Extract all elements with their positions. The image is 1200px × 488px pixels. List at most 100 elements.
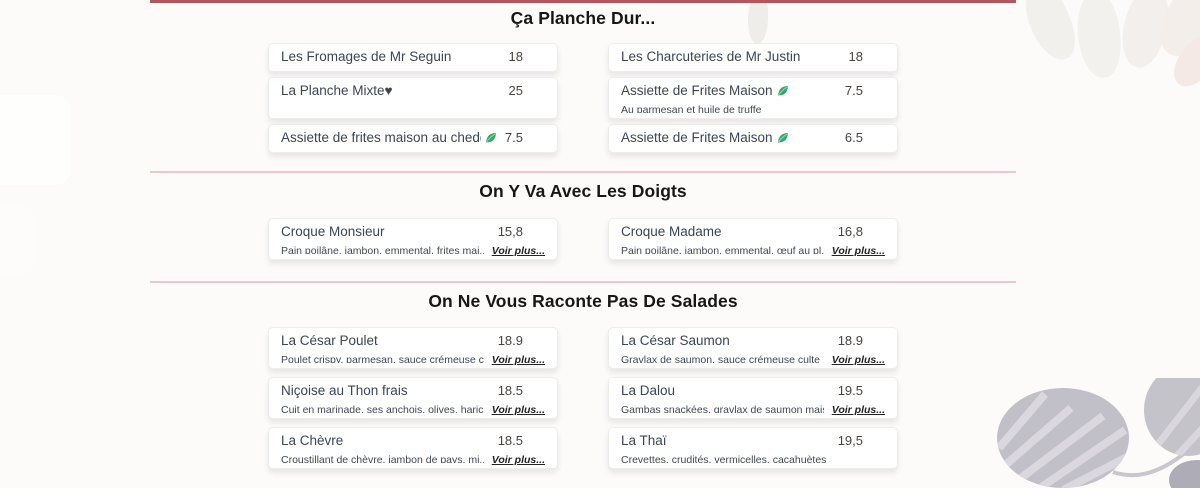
menu-grid-planches: Les Fromages de Mr Seguin 18 Les Charcut… (268, 43, 898, 153)
menu-item-name: Les Fromages de Mr Seguin (281, 49, 452, 64)
menu-item-side: 18.9 Voir plus... (484, 333, 545, 366)
menu-item-card-fromages: Les Fromages de Mr Seguin 18 (268, 43, 558, 72)
menu-item-main: La Planche Mixte♥ (281, 83, 501, 113)
menu-item-main: La Thaï Crevettes, crudités, vermicelles… (621, 433, 830, 463)
menu-item-price: 16,8 (837, 224, 863, 239)
menu-item-price: 18.9 (497, 333, 523, 348)
menu-item-description: Gambas snackées, gravlax de saumon mais.… (621, 404, 824, 413)
section-divider-rule (150, 281, 1016, 283)
menu-item-side: 19,5 (830, 433, 885, 463)
menu-item-title: La César Saumon (621, 333, 824, 349)
menu-item-main: Les Charcuteries de Mr Justin (621, 49, 841, 66)
menu-item-card-cesar-poulet: La César Poulet Poulet crispy, parmesan,… (268, 327, 558, 369)
menu-item-title: Les Charcuteries de Mr Justin (621, 49, 841, 65)
menu-item-card-croque-madame: Croque Madame Pain poilâne, jambon, emme… (608, 218, 898, 260)
menu-item-side: 7.5 (837, 83, 885, 113)
menu-item-side: 16,8 Voir plus... (824, 224, 885, 257)
menu-item-description: Pain poilâne, jambon, emmental, œuf au p… (621, 245, 824, 254)
menu-item-name: La Thaï (621, 433, 667, 448)
menu-item-name: La Dalou (621, 383, 676, 398)
voir-plus-link[interactable]: Voir plus... (491, 354, 545, 366)
menu-item-side: 18.5 Voir plus... (484, 383, 545, 416)
menu-item-main: Assiette de frites maison au cheddar (281, 130, 497, 147)
menu-item-price: 7.5 (844, 83, 863, 98)
menu-item-name: Croque Madame (621, 224, 722, 239)
menu-item-price: 18 (848, 49, 863, 64)
menu-item-title: Assiette de Frites Maison (621, 83, 837, 99)
menu-item-price: 7.5 (504, 130, 523, 145)
menu-item-main: La César Saumon Gravlax de saumon, sauce… (621, 333, 824, 363)
menu-grid-doigts: Croque Monsieur Pain poilâne, jambon, em… (268, 218, 898, 260)
menu-item-side: 25 (501, 83, 545, 113)
menu-item-name: Assiette de Frites Maison (621, 83, 773, 98)
menu-item-card-croque-monsieur: Croque Monsieur Pain poilâne, jambon, em… (268, 218, 558, 260)
menu-item-card-dalou: La Dalou Gambas snackées, gravlax de sau… (608, 377, 898, 419)
menu-item-card-charcuteries: Les Charcuteries de Mr Justin 18 (608, 43, 898, 72)
menu-item-title: La Chèvre (281, 433, 484, 449)
menu-item-side: 7.5 (497, 130, 545, 147)
menu-item-card-planche-mixte: La Planche Mixte♥ 25 (268, 77, 558, 119)
voir-plus-link[interactable]: Voir plus... (491, 245, 545, 257)
section-title-salades: On Ne Vous Raconte Pas De Salades (428, 291, 738, 311)
menu-item-title: La Thaï (621, 433, 830, 449)
menu-item-description: Crevettes, crudités, vermicelles, cacahu… (621, 454, 827, 463)
menu-item-price: 25 (508, 83, 523, 98)
voir-plus-link[interactable]: Voir plus... (491, 454, 545, 466)
menu-item-side: 18 (841, 49, 885, 66)
menu-item-price: 19.5 (837, 383, 863, 398)
voir-plus-link[interactable]: Voir plus... (491, 404, 545, 416)
menu-item-card-thai: La Thaï Crevettes, crudités, vermicelles… (608, 427, 898, 469)
vegetarian-leaf-icon (777, 132, 789, 144)
watercolor-foliage-bottom-right-decoration (997, 378, 1200, 488)
menu-item-name: Assiette de Frites Maison (621, 130, 773, 145)
menu-item-name: La César Saumon (621, 333, 730, 348)
menu-item-price: 15,8 (497, 224, 523, 239)
section-title-doigts: On Y Va Avec Les Doigts (479, 181, 687, 201)
menu-item-price: 6.5 (844, 130, 863, 145)
menu-item-name: Croque Monsieur (281, 224, 385, 239)
menu-item-description: Gravlax de saumon, sauce crémeuse culte … (621, 354, 824, 363)
menu-item-card-chevre: La Chèvre Croustillant de chèvre, jambon… (268, 427, 558, 469)
menu-item-main: Croque Monsieur Pain poilâne, jambon, em… (281, 224, 484, 254)
menu-grid-salades: La César Poulet Poulet crispy, parmesan,… (268, 327, 898, 469)
menu-item-description: Au parmesan et huile de truffe (621, 104, 762, 113)
menu-item-price: 18.9 (837, 333, 863, 348)
menu-item-card-cesar-saumon: La César Saumon Gravlax de saumon, sauce… (608, 327, 898, 369)
menu-item-side: 6.5 (837, 130, 885, 147)
menu-item-description: Pain poilâne, jambon, emmental, frites m… (281, 245, 484, 254)
menu-item-title: Assiette de Frites Maison (621, 130, 837, 146)
menu-item-title: La Dalou (621, 383, 824, 399)
section-divider-rule (150, 171, 1016, 173)
menu-item-card-nicoise: Niçoise au Thon frais Cuit en marinade, … (268, 377, 558, 419)
vegetarian-leaf-icon (485, 132, 497, 144)
top-accent-rule (150, 0, 1016, 3)
menu-item-name: Les Charcuteries de Mr Justin (621, 49, 801, 64)
voir-plus-link[interactable]: Voir plus... (831, 354, 885, 366)
menu-item-side: 18 (501, 49, 545, 66)
menu-item-title: Niçoise au Thon frais (281, 383, 484, 399)
menu-item-side: 18.5 Voir plus... (484, 433, 545, 466)
menu-item-description: Cuit en marinade, ses anchois, olives, h… (281, 404, 484, 413)
menu-item-title: Les Fromages de Mr Seguin (281, 49, 501, 65)
menu-item-main: La Chèvre Croustillant de chèvre, jambon… (281, 433, 484, 463)
menu-item-main: Niçoise au Thon frais Cuit en marinade, … (281, 383, 484, 413)
menu-item-card-frites-maison: Assiette de Frites Maison 6.5 (608, 124, 898, 153)
menu-item-card-frites-truffe: Assiette de Frites Maison Au parmesan et… (608, 77, 898, 119)
menu-item-side: 18.9 Voir plus... (824, 333, 885, 366)
menu-item-name: La César Poulet (281, 333, 378, 348)
menu-item-main: La Dalou Gambas snackées, gravlax de sau… (621, 383, 824, 413)
menu-item-title: Assiette de frites maison au cheddar (281, 130, 497, 146)
voir-plus-link[interactable]: Voir plus... (831, 404, 885, 416)
menu-item-side: 19.5 Voir plus... (824, 383, 885, 416)
menu-item-description: Croustillant de chèvre, jambon de pays, … (281, 454, 484, 463)
menu-item-title: Croque Madame (621, 224, 824, 240)
menu-item-price: 18.5 (497, 433, 523, 448)
vegetarian-leaf-icon (777, 85, 789, 97)
voir-plus-link[interactable]: Voir plus... (831, 245, 885, 257)
menu-item-side: 15,8 Voir plus... (484, 224, 545, 257)
menu-item-price: 19,5 (837, 433, 863, 448)
menu-item-title: Croque Monsieur (281, 224, 484, 240)
menu-item-main: Assiette de Frites Maison Au parmesan et… (621, 83, 837, 113)
menu-item-main: La César Poulet Poulet crispy, parmesan,… (281, 333, 484, 363)
menu-item-main: Croque Madame Pain poilâne, jambon, emme… (621, 224, 824, 254)
